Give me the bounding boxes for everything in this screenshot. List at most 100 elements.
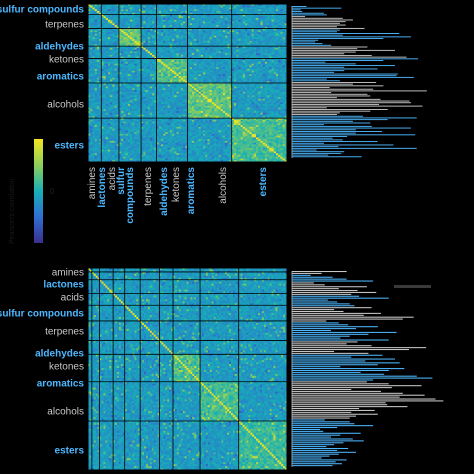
- heatmap-cell: [163, 5, 166, 8]
- heatmap-cell: [211, 18, 215, 21]
- heatmap-cell: [198, 16, 202, 19]
- heatmap-cell: [247, 14, 250, 17]
- heatmap-cell: [249, 11, 252, 14]
- heatmap-cell: [275, 16, 279, 19]
- heatmap-cell: [284, 18, 288, 21]
- heatmap-cell: [90, 9, 93, 12]
- heatmap-cell: [242, 4, 246, 7]
- heatmap-cell: [273, 14, 277, 17]
- heatmap-cell: [207, 12, 210, 15]
- heatmap-cell: [152, 11, 155, 14]
- heatmap-cell: [169, 18, 173, 21]
- heatmap-cell: [216, 16, 219, 19]
- heatmap-cell: [247, 9, 250, 12]
- heatmap-cell: [114, 12, 118, 15]
- heatmap-cell: [92, 5, 95, 8]
- heatmap-cell: [116, 4, 120, 7]
- heatmap-cell: [130, 12, 133, 15]
- heatmap-cell: [136, 4, 140, 7]
- heatmap-cell: [251, 14, 255, 17]
- heatmap-cell: [116, 18, 120, 21]
- heatmap-cell: [205, 5, 208, 8]
- heatmap-cell: [165, 16, 168, 19]
- heatmap-cell: [174, 9, 177, 12]
- heatmap-cell: [256, 4, 259, 7]
- heatmap-cell: [141, 7, 144, 10]
- heatmap-cell: [198, 7, 202, 10]
- heatmap-cell: [196, 14, 199, 17]
- heatmap-cell: [163, 16, 166, 19]
- heatmap-cell: [110, 19, 113, 22]
- heatmap-cell: [125, 4, 129, 7]
- heatmap-cell: [191, 7, 195, 10]
- heatmap-cell: [244, 7, 248, 10]
- heatmap-cell: [99, 14, 102, 17]
- heatmap-cell: [260, 5, 264, 8]
- heatmap-cell: [90, 5, 93, 8]
- heatmap-cell: [94, 9, 98, 12]
- heatmap-cell: [112, 16, 115, 19]
- heatmap-cell: [262, 18, 266, 21]
- heatmap-cell: [118, 18, 122, 21]
- heatmap-cell: [187, 4, 191, 7]
- heatmap-cell: [152, 7, 155, 10]
- heatmap-cell: [163, 9, 166, 12]
- heatmap-cell: [132, 14, 135, 17]
- heatmap-row: [88, 4, 288, 7]
- heatmap-cell: [231, 11, 235, 14]
- heatmap-cell: [145, 18, 149, 21]
- heatmap-cell: [141, 14, 144, 17]
- heatmap-cell: [136, 9, 140, 12]
- heatmap-cell: [176, 7, 179, 10]
- heatmap-cell: [99, 7, 102, 10]
- heatmap-cell: [183, 4, 186, 7]
- heatmap-cell: [141, 11, 144, 14]
- heatmap-cell: [198, 4, 202, 7]
- heatmap-cell: [222, 16, 226, 19]
- heatmap-cell: [220, 12, 224, 15]
- heatmap-cell: [205, 7, 208, 10]
- heatmap-cell: [127, 9, 131, 12]
- heatmap-cell: [160, 4, 164, 7]
- heatmap-cell: [154, 11, 157, 14]
- heatmap-cell: [141, 12, 144, 15]
- heatmap-cell: [107, 14, 111, 17]
- heatmap-cell: [284, 4, 288, 7]
- heatmap-cell: [136, 18, 140, 21]
- heatmap-cell: [147, 7, 151, 10]
- heatmap-cell: [196, 7, 199, 10]
- heatmap-cell: [138, 9, 142, 12]
- heatmap-cell: [172, 16, 175, 19]
- heatmap-cell: [125, 12, 129, 15]
- heatmap-row: [88, 18, 288, 21]
- heatmap-cell: [165, 4, 168, 7]
- heatmap-cell: [172, 11, 175, 14]
- heatmap-cell: [209, 18, 213, 21]
- heatmap-cell: [249, 4, 252, 7]
- heatmap-cell: [267, 18, 270, 21]
- heatmap-cell: [282, 18, 286, 21]
- heatmap-cell: [244, 12, 248, 15]
- heatmap-cell: [123, 9, 126, 12]
- heatmap-cell: [189, 14, 193, 17]
- heatmap-cell: [110, 9, 113, 12]
- heatmap-cell: [127, 14, 131, 17]
- heatmap-cell: [96, 4, 100, 7]
- heatmap-cell: [251, 9, 255, 12]
- heatmap-cell: [145, 4, 149, 7]
- heatmap-cell: [205, 14, 208, 17]
- heatmap-cell: [183, 11, 186, 14]
- heatmap-cell: [105, 18, 109, 21]
- heatmap-cell: [198, 11, 202, 14]
- heatmap-cell: [101, 5, 104, 8]
- heatmap-cell: [280, 11, 283, 14]
- heatmap-cell: [145, 7, 149, 10]
- heatmap-cell: [271, 4, 275, 7]
- heatmap-cell: [264, 16, 268, 19]
- heatmap-cell: [238, 12, 241, 15]
- heatmap-cell: [138, 11, 142, 14]
- heatmap-cell: [138, 4, 142, 7]
- heatmap-cell: [211, 9, 215, 12]
- heatmap-cell: [183, 18, 186, 21]
- heatmap-cell: [227, 5, 230, 8]
